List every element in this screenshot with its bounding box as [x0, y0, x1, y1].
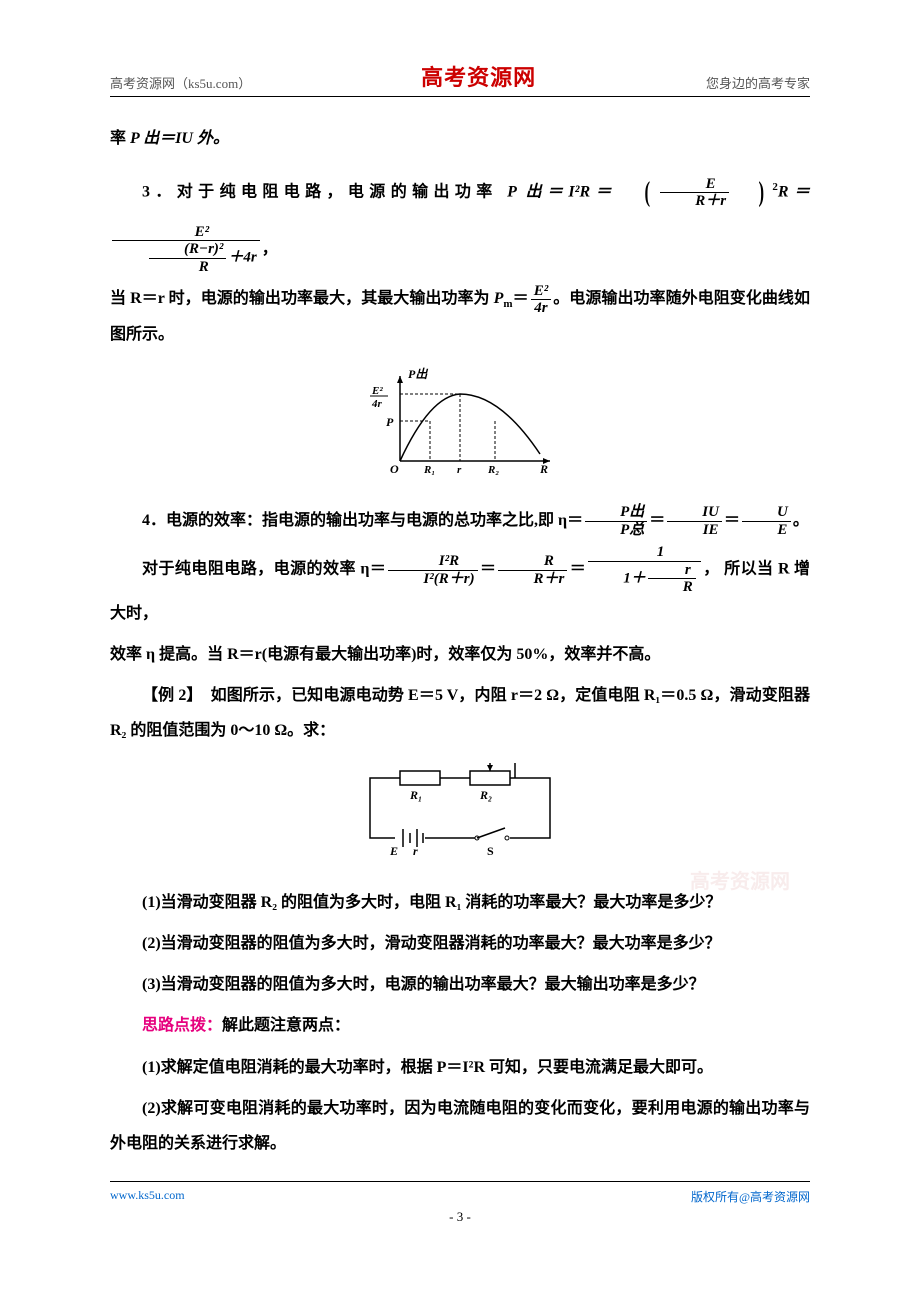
formula-lhs: P 出＝I²R＝ [507, 184, 617, 201]
svg-text:r: r [413, 844, 418, 858]
fraction: IUIE [667, 504, 722, 538]
fraction: UE [742, 504, 791, 538]
fraction: ER＋r [660, 176, 729, 210]
footer-url: www.ks5u.com [110, 1188, 185, 1205]
hint-2: (2)求解可变电阻消耗的最大功率时，因为电流随电阻的变化而变化，要利用电源的输出… [110, 1091, 810, 1161]
para-4c: 效率 η 提高。当 R＝r(电源有最大输出功率)时，效率仅为 50%，效率并不高… [110, 637, 810, 672]
para-3: 3．对于纯电阻电路，电源的输出功率 P 出＝I²R＝(ER＋r)2R＝E²(R−… [110, 162, 810, 275]
header-left: 高考资源网（ks5u.com） [110, 73, 251, 92]
question-1: (1)当滑动变阻器 R₂ 的阻值为多大时，电阻 R₁ 消耗的功率最大？最大功率是… [110, 885, 810, 920]
fraction: I²RI²(R＋r) [388, 553, 477, 587]
page-header: 高考资源网（ks5u.com） 高考资源网 您身边的高考专家 [110, 60, 810, 97]
header-center-logo: 高考资源网 [421, 60, 536, 92]
figure-circuit: R₁ R₂ E r [110, 763, 810, 871]
page-number: - 3 - [110, 1209, 810, 1225]
svg-text:S: S [487, 844, 494, 858]
svg-text:R₁: R₁ [409, 788, 422, 802]
hint-heading: 思路点拨：解此题注意两点： [110, 1008, 810, 1043]
fraction: P出P总 [585, 504, 647, 538]
svg-text:O: O [390, 462, 399, 476]
figure-power-curve: P出 E² 4r P O R₁ r R₂ R [110, 366, 810, 489]
svg-text:R₂: R₂ [479, 788, 492, 802]
fraction: E²4r [531, 283, 552, 317]
svg-text:R₂: R₂ [487, 464, 499, 476]
para-4b: 对于纯电阻电路，电源的效率 η＝I²RI²(R＋r)＝RR＋r＝11＋rR， 所… [110, 544, 810, 631]
question-2: (2)当滑动变阻器的阻值为多大时，滑动变阻器消耗的功率最大？最大功率是多少？ [110, 926, 810, 961]
page-footer: www.ks5u.com 版权所有@高考资源网 [110, 1181, 810, 1205]
fraction: E²(R−r)²R＋4r [112, 224, 260, 276]
question-3: (3)当滑动变阻器的阻值为多大时，电源的输出功率最大？最大输出功率是多少？ [110, 967, 810, 1002]
hint-1: (1)求解定值电阻消耗的最大功率时，根据 P＝I²R 可知，只要电流满足最大即可… [110, 1050, 810, 1085]
svg-text:4r: 4r [371, 398, 383, 410]
svg-text:E²: E² [371, 385, 383, 397]
example-2: 【例 2】 如图所示，已知电源电动势 E＝5 V，内阻 r＝2 Ω，定值电阻 R… [110, 678, 810, 748]
axis-y-label: P出 [408, 367, 428, 381]
svg-text:E: E [389, 844, 398, 858]
hint-label: 思路点拨： [142, 1017, 222, 1034]
svg-text:P: P [386, 415, 394, 429]
example-label: 【例 2】 [142, 687, 195, 704]
fraction: RR＋r [498, 553, 567, 587]
fraction: 11＋rR [588, 544, 701, 596]
formula-p-out: P 出＝IU 外。 [130, 130, 229, 147]
svg-text:r: r [457, 464, 462, 476]
content-body: 率 P 出＝IU 外。 3．对于纯电阻电路，电源的输出功率 P 出＝I²R＝(E… [110, 121, 810, 1161]
footer-copyright: 版权所有@高考资源网 [691, 1188, 810, 1205]
svg-text:R: R [539, 462, 548, 476]
svg-text:R₁: R₁ [423, 464, 435, 476]
header-right: 您身边的高考专家 [706, 73, 810, 92]
line-continuation: 率 P 出＝IU 外。 [110, 121, 810, 156]
para-3b: 当 R＝r 时，电源的输出功率最大，其最大输出功率为 Pm＝E²4r。电源输出功… [110, 281, 810, 352]
page: 高考资源网（ks5u.com） 高考资源网 您身边的高考专家 率 P 出＝IU … [0, 0, 920, 1265]
para-4: 4．电源的效率：指电源的输出功率与电源的总功率之比,即 η＝P出P总＝IUIE＝… [110, 503, 810, 538]
